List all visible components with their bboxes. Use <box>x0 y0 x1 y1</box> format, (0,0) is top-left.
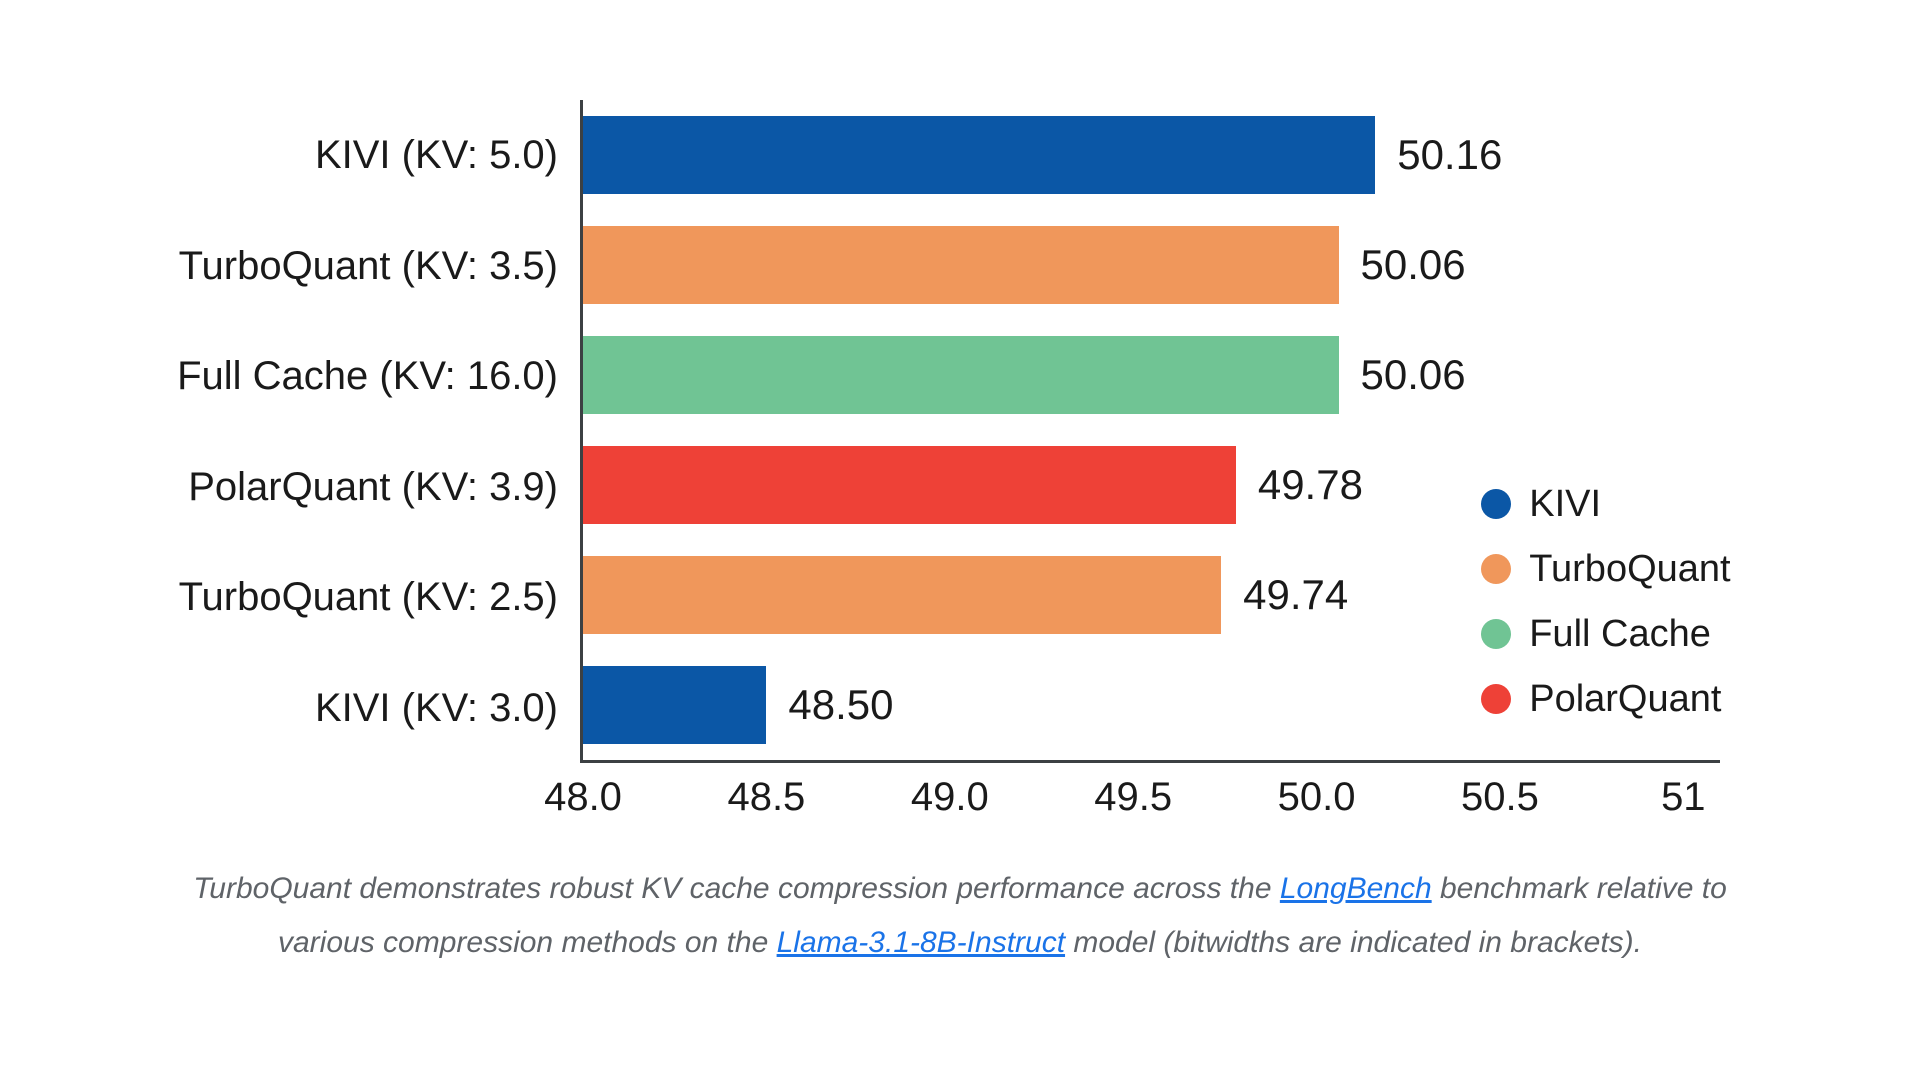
x-tick-label: 50.5 <box>1460 775 1539 819</box>
legend-label: PolarQuant <box>1529 677 1722 720</box>
y-axis-label: KIVI (KV: 3.0) <box>314 685 558 730</box>
bar-kivi <box>583 116 1376 194</box>
bar-turboquant <box>583 226 1339 304</box>
bar-value-label: 48.50 <box>788 681 894 728</box>
legend: KIVI TurboQuant Full Cache PolarQuant <box>1481 483 1731 721</box>
legend-item: TurboQuant <box>1481 547 1731 591</box>
legend-item: Full Cache <box>1481 613 1730 656</box>
bar-polarquant <box>583 446 1236 524</box>
caption-link[interactable]: LongBench <box>1279 872 1432 905</box>
bar-row: 50.06 <box>583 336 1720 414</box>
bar-value-label: 50.16 <box>1397 131 1503 178</box>
caption-text: model (bitwidths are indicated in bracke… <box>1065 926 1642 959</box>
legend-dot-icon <box>1481 619 1512 650</box>
bar-row: 48.50 <box>583 666 1720 744</box>
legend-dot-icon <box>1481 684 1512 715</box>
x-tick-label: 48.5 <box>727 775 806 819</box>
caption-text: TurboQuant demonstrates robust KV cache … <box>193 872 1280 905</box>
bar-row: 49.78 <box>583 446 1720 524</box>
legend-item: KIVI <box>1481 483 1730 526</box>
plot-area: 50.16 50.06 50.06 49.78 49.74 48.50 48.0 48.5 49… <box>544 100 1731 819</box>
x-tick-label: 48.0 <box>544 775 622 819</box>
x-tick-label: 49.5 <box>1094 775 1173 819</box>
bar-value-label: 49.78 <box>1257 461 1363 508</box>
bar-full-cache <box>583 336 1339 414</box>
bar-row: 49.74 <box>583 556 1720 634</box>
caption-text: benchmark relative to various compressio… <box>278 872 1727 959</box>
kv-cache-benchmark-chart: KIVI (KV: 5.0) TurboQuant (KV: 3.5) Full C… <box>120 100 1731 819</box>
bar-kivi <box>583 666 767 744</box>
legend-label: KIVI <box>1529 482 1602 525</box>
y-axis-labels: KIVI (KV: 5.0) TurboQuant (KV: 3.5) Full C… <box>120 100 580 763</box>
x-tick-label: 51 <box>1661 775 1706 819</box>
y-axis-label: TurboQuant (KV: 3.5) <box>178 243 558 288</box>
bar-row: 50.16 <box>583 116 1720 194</box>
y-axis-label: TurboQuant (KV: 2.5) <box>178 575 558 620</box>
legend-label: Full Cache <box>1529 612 1711 655</box>
y-axis-label: KIVI (KV: 5.0) <box>314 133 558 178</box>
caption: TurboQuant demonstrates robust KV cache … <box>150 862 1770 970</box>
caption-link[interactable]: Llama-3.1-8B-Instruct <box>776 926 1066 959</box>
x-axis: 48.0 48.5 49.0 49.5 50.0 50.5 51 <box>544 775 1720 835</box>
bar-value-label: 50.06 <box>1360 351 1466 398</box>
legend-dot-icon <box>1481 489 1512 520</box>
bar-value-label: 49.74 <box>1243 571 1349 618</box>
legend-dot-icon <box>1481 554 1512 585</box>
y-axis-label: PolarQuant (KV: 3.9) <box>188 464 558 509</box>
legend-label: TurboQuant <box>1529 547 1731 590</box>
x-tick-label: 49.0 <box>910 775 989 819</box>
bar-row: 50.06 <box>583 226 1720 304</box>
x-tick-label: 50.0 <box>1277 775 1356 819</box>
bar-turboquant <box>583 556 1222 634</box>
y-axis-label: Full Cache (KV: 16.0) <box>177 354 558 399</box>
legend-item: PolarQuant <box>1481 678 1730 721</box>
bar-value-label: 50.06 <box>1360 241 1466 288</box>
